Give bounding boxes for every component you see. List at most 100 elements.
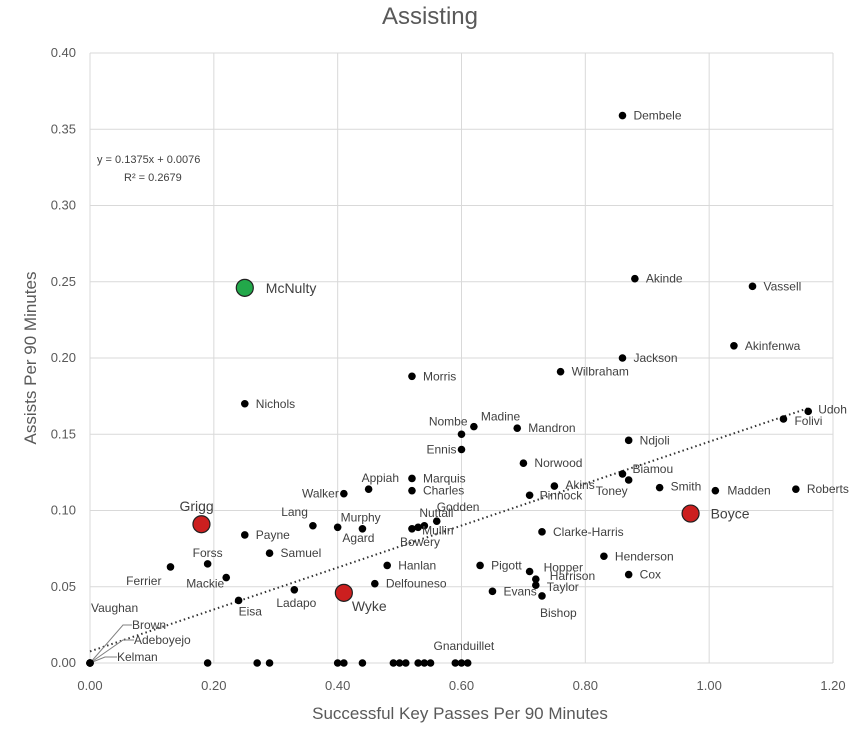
data-point — [86, 659, 94, 667]
point-label: Folivi — [794, 414, 822, 428]
data-point — [618, 470, 627, 478]
data-point — [408, 486, 416, 495]
data-point — [340, 659, 348, 667]
highlight-label: Grigg — [179, 498, 213, 514]
data-point — [414, 659, 422, 667]
point-label: Nombe — [429, 414, 468, 428]
highlight-label: Wyke — [352, 598, 387, 614]
point-label: Vaughan — [91, 601, 138, 615]
data-point — [476, 561, 484, 570]
highlight-point — [192, 515, 211, 534]
point-label: Toney — [596, 484, 628, 498]
x-axis-ticks: 0.00 0.20 0.40 0.60 0.80 1.00 1.20 — [77, 678, 845, 693]
point-label: Payne — [256, 528, 290, 542]
point-label: Delfouneso — [386, 577, 447, 591]
data-point — [463, 659, 472, 667]
point-label: Forss — [193, 546, 223, 560]
leader-line — [89, 639, 134, 664]
point-label: Adeboyejo — [134, 633, 191, 647]
point-label: Akinfenwa — [745, 339, 801, 353]
data-point — [371, 579, 379, 588]
data-point — [513, 424, 522, 432]
data-point — [550, 482, 559, 490]
data-point — [265, 659, 274, 667]
y-tick-label: 0.40 — [51, 45, 76, 60]
x-tick-label: 0.00 — [77, 678, 102, 693]
y-tick-label: 0.20 — [51, 350, 76, 365]
data-point — [538, 592, 546, 600]
data-point — [624, 570, 633, 579]
data-point — [457, 430, 466, 439]
data-point — [779, 415, 788, 423]
highlight-point — [681, 504, 700, 523]
data-point — [420, 521, 429, 530]
highlight-label: Boyce — [711, 506, 750, 522]
point-label: Madden — [727, 484, 770, 498]
trendline-equation: y = 0.1375x + 0.0076 — [97, 154, 200, 166]
highlight-label: McNulty — [266, 280, 317, 296]
point-label: Jackson — [633, 351, 677, 365]
data-point — [408, 525, 416, 533]
data-point — [166, 563, 175, 571]
point-label: Cox — [640, 568, 661, 582]
data-point — [519, 459, 528, 468]
point-label: Nuttall — [419, 506, 453, 520]
data-point — [203, 560, 212, 568]
data-point — [389, 659, 398, 667]
data-points — [86, 111, 813, 667]
point-label: Wilbraham — [572, 365, 629, 379]
data-point — [532, 575, 540, 583]
point-label: Dembele — [633, 109, 681, 123]
y-axis-label: Assists Per 90 Minutes — [21, 272, 40, 445]
x-tick-label: 0.40 — [325, 678, 350, 693]
point-label: Hanlan — [398, 558, 436, 572]
data-point — [426, 659, 435, 667]
y-tick-label: 0.00 — [51, 655, 76, 670]
point-label: Clarke-Harris — [553, 525, 624, 539]
y-tick-label: 0.10 — [51, 503, 76, 518]
data-point — [420, 659, 429, 667]
y-tick-label: 0.05 — [51, 579, 76, 594]
data-point — [253, 659, 261, 667]
point-label: Bowery — [400, 535, 440, 549]
data-point — [240, 531, 249, 539]
point-label: Vassell — [764, 279, 802, 293]
data-point — [340, 489, 348, 498]
x-tick-label: 1.00 — [697, 678, 722, 693]
data-point — [333, 523, 342, 532]
data-point — [451, 659, 460, 667]
data-point — [618, 354, 627, 362]
label-leader-lines — [89, 624, 134, 664]
point-label: Akinde — [646, 272, 683, 286]
data-point — [624, 476, 633, 484]
data-point — [556, 367, 565, 376]
leader-line — [89, 624, 132, 664]
data-point — [358, 659, 367, 667]
data-point — [358, 525, 367, 533]
point-label: Murphy — [341, 510, 381, 524]
point-label: Hopper — [544, 561, 583, 575]
data-point — [309, 521, 317, 530]
data-point — [748, 282, 757, 291]
data-point — [432, 517, 441, 525]
data-point — [804, 407, 813, 416]
data-point — [395, 659, 404, 667]
data-point — [383, 561, 392, 570]
data-point — [488, 587, 497, 596]
point-label: Harrison — [550, 569, 595, 583]
point-label: Appiah — [362, 471, 399, 485]
point-label: Kelman — [117, 650, 158, 664]
point-label: Walker — [302, 487, 339, 501]
point-label: Ferrier — [126, 574, 161, 588]
point-label: Norwood — [534, 456, 582, 470]
data-point — [234, 596, 243, 605]
data-point — [401, 659, 410, 667]
point-label: Godden — [437, 500, 480, 514]
highlight-point — [235, 278, 254, 297]
data-point — [408, 474, 416, 483]
data-point — [600, 552, 608, 561]
point-label: Mackie — [186, 577, 224, 591]
x-tick-label: 0.60 — [449, 678, 474, 693]
point-label: Smith — [671, 480, 702, 494]
